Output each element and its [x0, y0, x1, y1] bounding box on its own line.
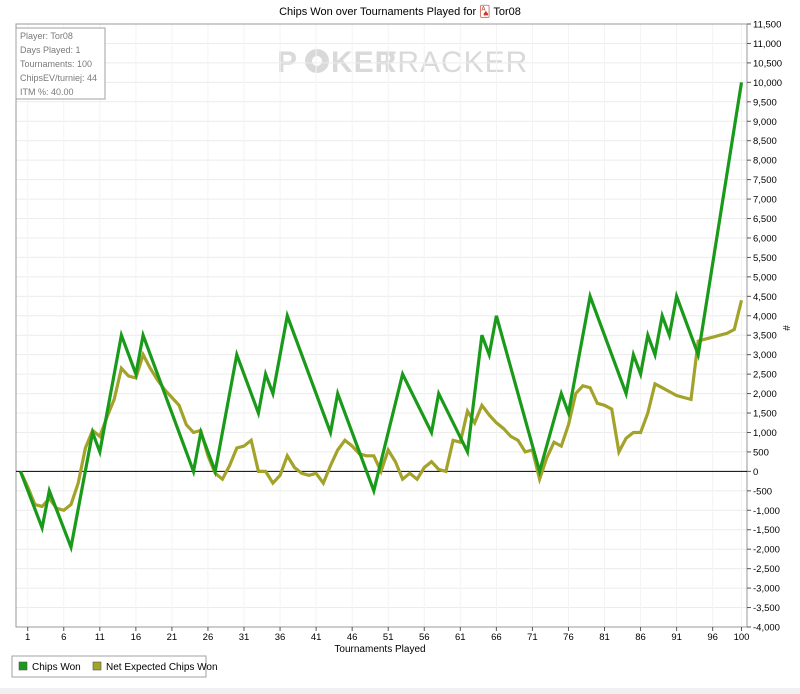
y-tick-label: 7,500: [753, 175, 777, 186]
y-tick-label: 1,000: [753, 428, 777, 439]
legend-swatch-chips-won: [18, 661, 28, 671]
y-tick-label: 500: [753, 447, 769, 458]
x-tick-label: 96: [707, 632, 718, 643]
legend: Chips Won Net Expected Chips Won: [11, 655, 218, 678]
y-tick-label: 1,500: [753, 409, 777, 420]
y-tick-label: 5,500: [753, 253, 777, 264]
x-tick-label: 86: [635, 632, 646, 643]
x-axis-ticks: 1 6 11 16 21 26 31 36 41 46 51 56 61 66 71 76 81 86 91 96 10…: [25, 627, 749, 643]
series-line-chips-won: [19, 82, 744, 554]
x-tick-label: 91: [671, 632, 682, 643]
y-tick-label: -3,500: [753, 603, 780, 614]
x-tick-label: 1: [25, 632, 30, 643]
legend-label-chips-won: Chips Won: [32, 662, 81, 673]
y-tick-label: 5,000: [753, 272, 777, 283]
x-axis-label: Tournaments Played: [334, 644, 425, 655]
y-tick-label: 8,500: [753, 136, 777, 147]
grid: [16, 23, 747, 628]
info-player: Player: Tor08: [20, 31, 73, 41]
info-box-frame: [15, 27, 106, 100]
y-tick-label: 7,000: [753, 195, 777, 206]
x-tick-label: 36: [275, 632, 286, 643]
y-tick-label: 0: [753, 467, 758, 478]
series-lines: [19, 82, 744, 554]
y-tick-label: -3,000: [753, 584, 780, 595]
plot-frame: [15, 23, 748, 628]
x-tick-label: 21: [167, 632, 178, 643]
x-tick-label: 56: [419, 632, 430, 643]
chart-title: Chips Won over Tournaments Played for 🂡 …: [279, 5, 521, 18]
y-tick-label: 2,000: [753, 389, 777, 400]
x-tick-label: 31: [239, 632, 250, 643]
info-days-played: Days Played: 1: [20, 45, 81, 55]
y-tick-label: -1,500: [753, 525, 780, 536]
y-tick-label: -2,500: [753, 564, 780, 575]
y-tick-label: 4,000: [753, 311, 777, 322]
x-tick-label: 46: [347, 632, 358, 643]
info-box: Player: Tor08 Days Played: 1 Tournaments…: [15, 27, 106, 100]
y-tick-label: 9,500: [753, 97, 777, 108]
x-tick-label: 41: [311, 632, 322, 643]
y-axis-ticks: -4,000 -3,500 -3,000 -2,500 -2,000 -1,500 -1,0…: [747, 20, 782, 634]
y-tick-label: 10,000: [753, 78, 782, 89]
x-tick-label: 61: [455, 632, 466, 643]
x-tick-label: 51: [383, 632, 394, 643]
y-tick-label: 3,000: [753, 350, 777, 361]
y-tick-label: 4,500: [753, 292, 777, 303]
y-axis-label: #: [782, 325, 793, 331]
y-tick-label: 3,500: [753, 331, 777, 342]
x-tick-label: 66: [491, 632, 502, 643]
bottom-strip: [0, 688, 800, 694]
y-tick-label: -4,000: [753, 623, 780, 634]
x-tick-label: 6: [61, 632, 66, 643]
info-chipsev: ChipsEV/turniej: 44: [20, 73, 97, 83]
x-tick-label: 16: [131, 632, 142, 643]
x-tick-label: 71: [527, 632, 538, 643]
y-tick-label: 6,000: [753, 233, 777, 244]
poker-hand-icon: 🂡: [479, 5, 490, 18]
y-tick-label: 9,000: [753, 117, 777, 128]
y-tick-label: 11,500: [753, 20, 781, 31]
x-tick-label: 76: [563, 632, 574, 643]
y-tick-label: -500: [753, 486, 772, 497]
y-tick-label: 2,500: [753, 370, 777, 381]
x-tick-label: 100: [734, 632, 750, 643]
x-tick-label: 11: [95, 632, 105, 643]
series-line-net-expected-chips-won: [19, 299, 744, 513]
y-tick-label: 11,000: [753, 39, 781, 50]
x-tick-label: 81: [599, 632, 610, 643]
x-tick-label: 26: [203, 632, 214, 643]
y-tick-label: 10,500: [753, 58, 782, 69]
y-tick-label: -1,000: [753, 506, 780, 517]
axes: [15, 23, 748, 628]
info-tournaments: Tournaments: 100: [20, 59, 92, 69]
legend-swatch-net-expected: [92, 661, 102, 671]
y-tick-label: -2,000: [753, 545, 780, 556]
legend-frame: [11, 655, 207, 678]
legend-label-net-expected: Net Expected Chips Won: [106, 662, 218, 673]
info-itm: ITM %: 40.00: [20, 87, 74, 97]
y-tick-label: 8,000: [753, 156, 777, 167]
y-tick-label: 6,500: [753, 214, 777, 225]
